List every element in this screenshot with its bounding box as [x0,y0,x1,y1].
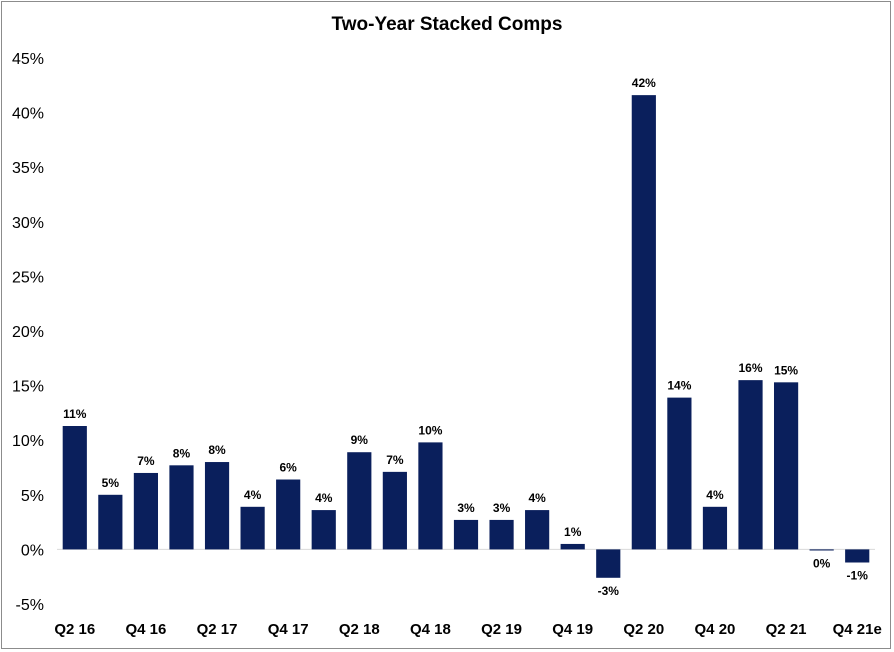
x-tick-label: Q2 17 [197,621,238,638]
x-tick-label: Q2 21 [766,621,807,638]
bar-q3-19 [525,510,550,550]
y-tick-label: 15% [12,379,44,396]
data-label: 4% [244,488,262,502]
data-label: 5% [102,476,120,490]
data-label: 6% [280,461,298,475]
bar-q2-20 [631,95,656,550]
x-tick-label: Q4 21e [833,621,882,638]
data-label: 8% [208,443,226,457]
bar-q1-17 [169,465,194,550]
y-tick-label: 40% [12,106,44,123]
data-label: -3% [598,584,620,598]
x-tick-label: Q2 18 [339,621,380,638]
data-label: 4% [315,491,333,505]
bars [62,95,870,578]
chart-title: Two-Year Stacked Comps [331,14,563,35]
y-tick-label: 20% [12,324,44,341]
bar-q2-19 [489,519,514,550]
data-label: 11% [63,407,87,421]
y-tick-label: 0% [21,542,44,559]
data-label: 15% [774,363,798,377]
bar-q4-17 [276,479,301,550]
data-label: 9% [351,433,369,447]
bar-q3-16 [98,494,123,550]
data-label: 4% [706,488,724,502]
data-label: 42% [632,76,656,90]
y-tick-label: 35% [12,160,44,177]
data-label: 16% [739,361,763,375]
x-tick-label: Q4 16 [125,621,166,638]
data-label: 0% [813,556,831,570]
data-label: 14% [667,379,691,393]
data-label: 3% [493,501,511,515]
bar-q4-19 [560,543,585,550]
x-tick-label: Q2 20 [623,621,664,638]
x-tick-label: Q4 18 [410,621,451,638]
y-tick-label: -5% [16,597,44,614]
bar-q4-18 [418,442,443,550]
bar-q4-21e [845,549,870,563]
y-tick-label: 25% [12,269,44,286]
x-tick-label: Q2 19 [481,621,522,638]
x-tick-label: Q4 20 [695,621,736,638]
bar-q3-17 [240,506,265,550]
x-tick-label: Q2 16 [54,621,95,638]
bar-q4-20 [702,506,728,550]
y-tick-label: 5% [21,488,44,505]
x-tick-label: Q4 17 [268,621,309,638]
bar-q2-18 [347,452,372,550]
data-label: 3% [457,501,475,515]
bar-q3-20 [667,397,692,550]
bar-q1-20 [596,549,621,578]
y-tick-label: 10% [12,433,44,450]
data-label: 1% [564,525,582,539]
data-label: 7% [137,454,155,468]
bar-q1-19 [453,519,479,550]
bar-q3-21 [809,549,834,551]
bar-q3-18 [382,471,407,550]
data-label: 4% [528,491,546,505]
bar-q1-21 [738,380,763,550]
data-label: 10% [418,423,442,437]
bar-q2-16 [62,426,87,550]
x-tick-label: Q4 19 [552,621,593,638]
bar-q2-17 [204,462,230,550]
x-axis: Q2 16 Q4 16 Q2 17 Q4 17 Q2 18 Q4 18 Q2 19 Q4 19… [54,621,881,638]
bar-q2-21 [773,382,799,550]
data-labels: 11% 5% 7% 8% 8% 4% 6% 4% 9% 7% 10% 3% 3% 4% 1% -3% 42% 14… [63,76,868,598]
data-label: 7% [386,453,404,467]
data-label: 8% [173,446,191,460]
bar-q4-16 [133,472,159,550]
y-tick-label: 30% [12,215,44,232]
data-label: -1% [847,569,869,583]
y-tick-label: 45% [12,51,44,68]
bar-q1-18 [311,510,336,550]
